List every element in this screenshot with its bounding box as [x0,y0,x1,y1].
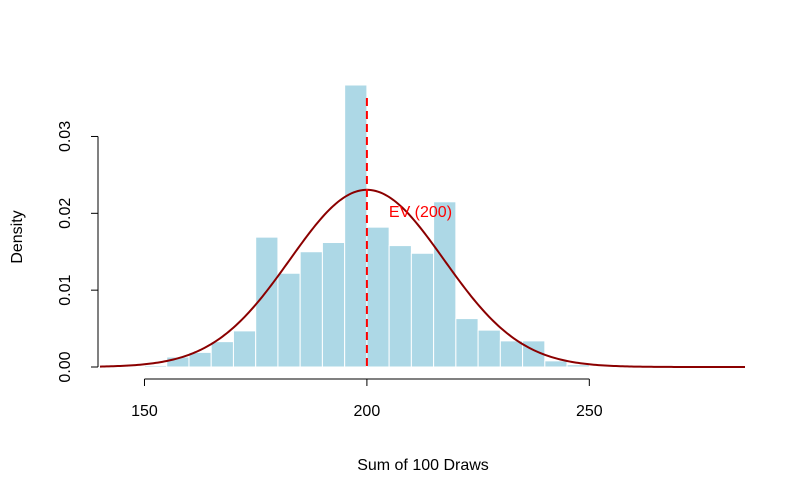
histogram-bar [477,329,501,368]
histogram-bar [188,351,212,368]
histogram-bar [143,364,168,368]
histogram-bars [143,84,590,368]
x-axis: 150 200 250 [131,378,603,420]
normal-density-curve [99,188,745,368]
histogram-bar [232,330,257,368]
histogram-bar [544,360,568,368]
y-axis: 0.00 0.01 0.02 0.03 [57,121,99,383]
x-axis-title: Sum of 100 Draws [357,457,489,474]
histogram-bar [455,318,479,368]
y-tick-label: 0.00 [57,351,74,382]
histogram-bar [299,251,323,368]
x-tick-label: 200 [354,403,381,420]
expected-value-annotation: EV (200) [389,204,452,221]
y-axis-title: Density [9,210,26,263]
histogram-bar [277,272,301,368]
x-tick-label: 150 [131,403,158,420]
histogram-bar [566,364,590,368]
histogram-bar [366,226,390,368]
y-tick-label: 0.02 [57,198,74,229]
histogram-bar [210,341,234,368]
y-tick-label: 0.01 [57,274,74,305]
y-tick-label: 0.03 [57,121,74,152]
histogram-bar [410,252,435,368]
histogram-bar [344,84,368,368]
histogram-bar [388,245,412,368]
x-tick-label: 250 [576,403,603,420]
histogram-bar [433,201,457,368]
histogram-bar [499,340,524,368]
histogram-bar [321,242,346,368]
